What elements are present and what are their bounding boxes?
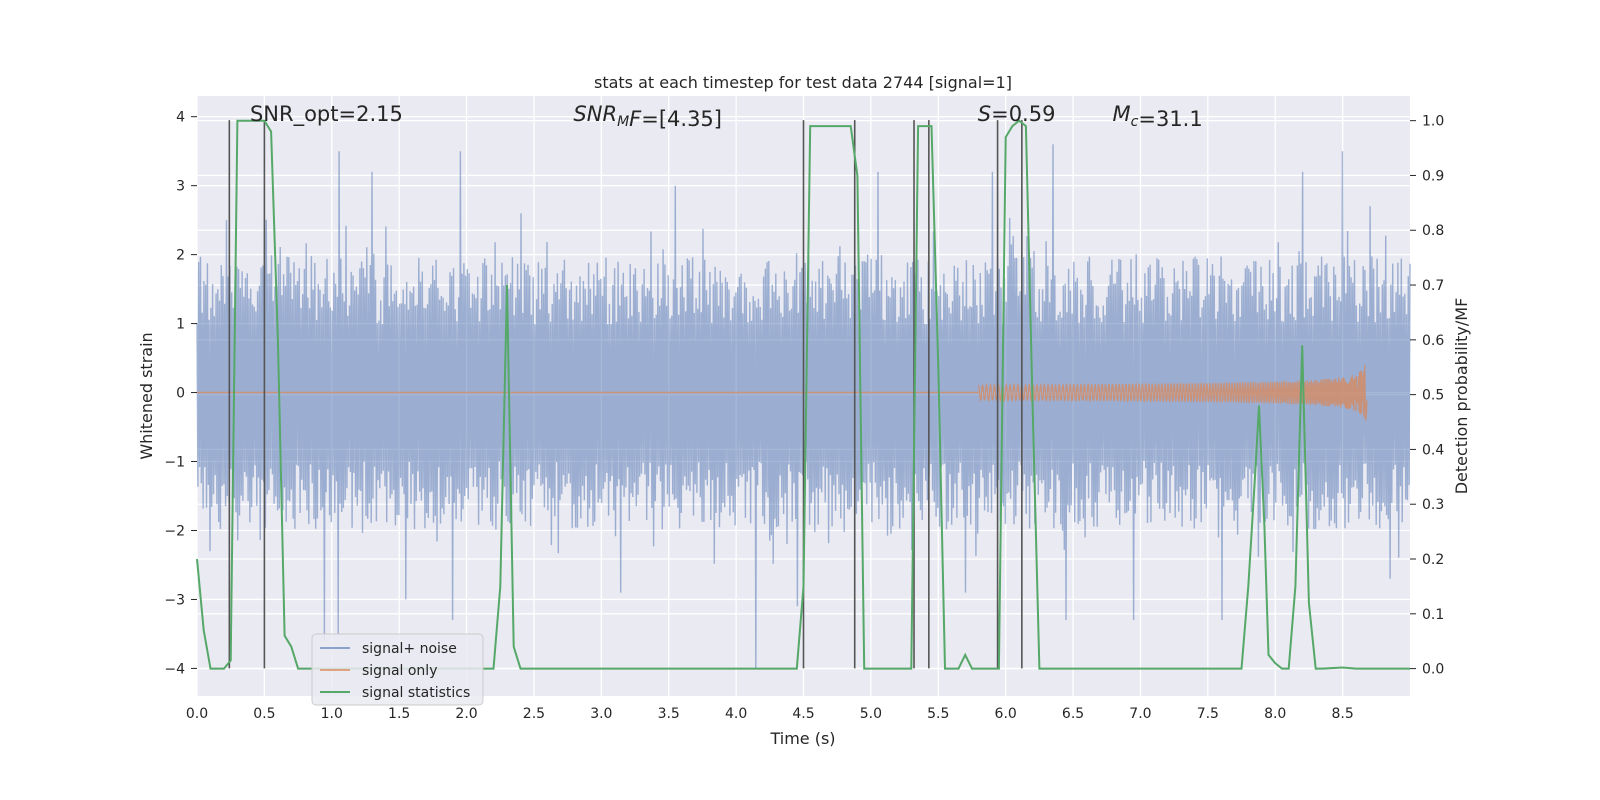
y-tick-labels: 4 3 2 1 0 −1 −2 −3 −4 — [164, 110, 197, 677]
x-tick-label: 5.5 — [927, 706, 949, 722]
y-tick-label: 3 — [176, 179, 185, 195]
y-right-tick-label: 0.4 — [1422, 442, 1444, 458]
series-signal-only — [197, 364, 1368, 421]
x-tick-label: 8.0 — [1264, 706, 1286, 722]
annotation-s-stat: S=0.59 — [978, 102, 1056, 126]
x-tick-label: 4.0 — [725, 706, 747, 722]
x-tick-label: 6.0 — [995, 706, 1017, 722]
x-tick-labels: 0.0 0.5 1.0 1.5 2.0 2.5 3.0 3.5 4.0 4.5 5.0 5.5 6.0 6… — [186, 706, 1354, 722]
y-right-tick-label: 0.1 — [1422, 607, 1444, 623]
y-tick-label: −3 — [164, 592, 185, 608]
series-signal-statistics — [196, 119, 1410, 670]
legend-label-signal-only: signal only — [362, 663, 437, 679]
y-right-tick-label: 0.6 — [1422, 333, 1444, 349]
annotation-snr-opt: SNR_opt=2.15 — [250, 102, 403, 127]
y-right-tick-label: 1.0 — [1422, 114, 1444, 130]
y-right-tick-labels: 1.0 0.9 0.8 0.7 0.6 0.5 0.4 0.3 0.2 0.1 0.0 — [1410, 114, 1444, 678]
x-tick-label: 7.5 — [1197, 706, 1219, 722]
x-tick-label: 0.0 — [186, 706, 208, 722]
x-tick-label: 8.5 — [1331, 706, 1353, 722]
y-right-tick-label: 0.7 — [1422, 278, 1444, 294]
y-tick-label: −4 — [164, 661, 185, 677]
x-tick-label: 7.0 — [1129, 706, 1151, 722]
statistics-line — [196, 119, 1410, 670]
x-tick-label: 2.0 — [455, 706, 477, 722]
y-right-axis-label: Detection probability/MF — [1452, 298, 1471, 495]
x-tick-label: 4.5 — [792, 706, 814, 722]
x-tick-label: 2.5 — [523, 706, 545, 722]
signal-chirp — [978, 364, 1368, 421]
legend: signal+ noise signal only signal statist… — [311, 633, 484, 706]
x-tick-label: 6.5 — [1062, 706, 1084, 722]
chart-title: stats at each timestep for test data 274… — [594, 73, 1012, 92]
x-tick-label: 1.5 — [388, 706, 410, 722]
x-axis-label: Time (s) — [769, 729, 835, 748]
y-tick-label: 2 — [176, 248, 185, 264]
x-tick-label: 3.5 — [658, 706, 680, 722]
x-tick-label: 3.0 — [590, 706, 612, 722]
y-right-tick-label: 0.2 — [1422, 552, 1444, 568]
annotation-chirp-mass: Mc=31.1 — [1113, 102, 1203, 131]
y-right-tick-label: 0.8 — [1422, 223, 1444, 239]
legend-label-signal-noise: signal+ noise — [362, 641, 457, 657]
x-tick-label: 1.0 — [321, 706, 343, 722]
x-tick-label: 0.5 — [253, 706, 275, 722]
annotation-snr-mf: SNRMF=[4.35] — [573, 102, 722, 131]
y-tick-label: 0 — [176, 386, 185, 402]
legend-box — [311, 633, 484, 706]
y-tick-label: −2 — [164, 523, 185, 539]
y-tick-label: 4 — [176, 110, 185, 126]
y-tick-label: 1 — [176, 317, 185, 333]
y-axis-label: Whitened strain — [137, 332, 156, 459]
legend-label-signal-statistics: signal statistics — [362, 685, 470, 701]
y-right-tick-label: 0.3 — [1422, 497, 1444, 513]
x-tick-label: 5.0 — [860, 706, 882, 722]
y-right-tick-label: 0.5 — [1422, 388, 1444, 404]
stat-annotations: SNR_opt=2.15 SNRMF=[4.35] S=0.59 Mc=31.1 — [250, 102, 1203, 131]
y-right-tick-label: 0.0 — [1422, 662, 1444, 678]
y-right-tick-label: 0.9 — [1422, 168, 1444, 184]
y-tick-label: −1 — [164, 455, 185, 471]
